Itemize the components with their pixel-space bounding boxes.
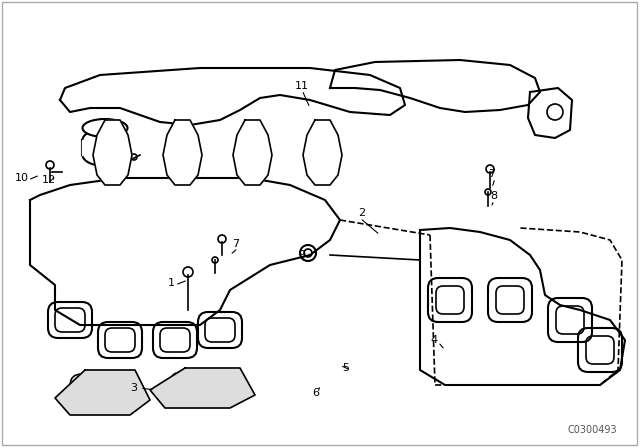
Circle shape <box>46 161 54 169</box>
Text: 9: 9 <box>298 250 305 260</box>
Text: 2: 2 <box>358 208 365 218</box>
Text: 7: 7 <box>232 239 239 249</box>
Polygon shape <box>420 228 625 385</box>
Circle shape <box>300 245 316 261</box>
Polygon shape <box>330 60 540 112</box>
Polygon shape <box>93 120 132 185</box>
Polygon shape <box>60 68 405 125</box>
Text: 10: 10 <box>15 173 29 183</box>
Text: 1: 1 <box>168 278 175 288</box>
Text: 8: 8 <box>490 191 497 201</box>
Text: 6: 6 <box>312 388 319 398</box>
Text: 4: 4 <box>430 335 437 345</box>
Text: 7: 7 <box>488 169 495 179</box>
Circle shape <box>183 267 193 277</box>
Polygon shape <box>528 88 572 138</box>
Ellipse shape <box>83 129 127 151</box>
Text: 11: 11 <box>295 81 309 91</box>
Polygon shape <box>150 368 255 408</box>
Polygon shape <box>163 120 202 185</box>
Text: C0300493: C0300493 <box>568 425 618 435</box>
Polygon shape <box>30 178 340 325</box>
Polygon shape <box>303 120 342 185</box>
Polygon shape <box>55 370 150 415</box>
Ellipse shape <box>83 144 127 166</box>
Polygon shape <box>233 120 272 185</box>
Text: 5: 5 <box>342 363 349 373</box>
Polygon shape <box>82 140 128 155</box>
Text: 3: 3 <box>130 383 137 393</box>
Text: 12: 12 <box>42 175 56 185</box>
Ellipse shape <box>83 119 127 137</box>
